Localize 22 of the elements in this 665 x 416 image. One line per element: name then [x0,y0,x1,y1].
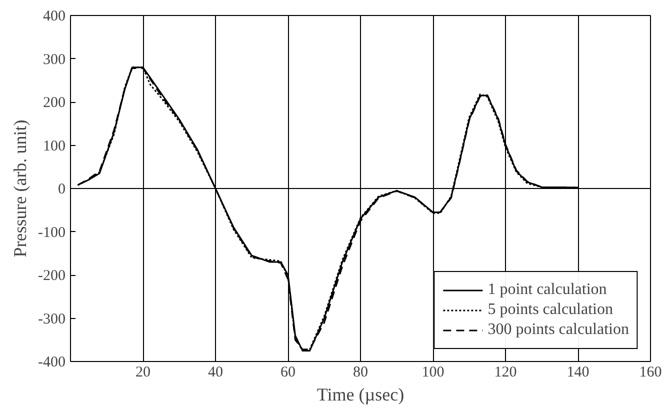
x-axis-title: Time (µsec) [316,384,404,404]
x-tick-label: 40 [208,364,223,380]
y-tick-label: -300 [38,311,66,328]
y-axis-title: Pressure (arb. unit) [10,120,30,258]
x-tick-label: 140 [566,364,590,380]
legend-label: 1 point calculation [488,281,607,299]
legend-label: 5 points calculation [488,301,613,319]
x-tick-label: 120 [494,364,517,380]
y-tick-label: 300 [43,52,66,68]
y-tick-label: 0 [58,182,66,198]
x-tick-label: 80 [353,364,368,380]
y-tick-label: -100 [38,224,66,241]
x-tick-label: 60 [280,364,296,380]
y-tick-label: 400 [43,8,66,24]
y-tick-label: 100 [43,138,66,154]
y-tick-label: -400 [38,354,66,370]
legend-label: 300 points calculation [488,321,629,339]
x-tick-label: 160 [639,364,662,380]
x-tick-label: 20 [136,364,150,380]
x-tick-label: 100 [422,364,444,380]
y-tick-label: 200 [43,95,66,111]
y-tick-label: -200 [38,268,66,284]
